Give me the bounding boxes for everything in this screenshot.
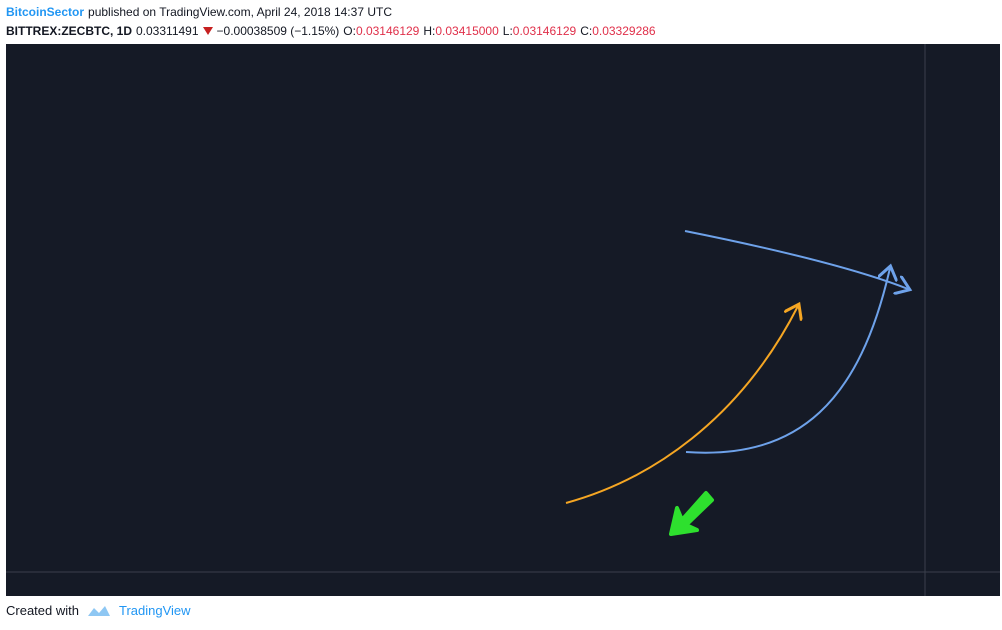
logo bbox=[87, 605, 110, 616]
c-label: C: bbox=[580, 23, 593, 38]
brand[interactable]: TradingView bbox=[118, 603, 191, 618]
publisher[interactable]: BitcoinSector bbox=[6, 4, 85, 19]
publish-row: BitcoinSector published on TradingView.c… bbox=[6, 2, 996, 21]
down-arrow bbox=[202, 26, 213, 35]
background bbox=[6, 44, 1000, 596]
blue-arrow bbox=[684, 230, 908, 289]
published: published on TradingView.com, April 24, … bbox=[88, 4, 392, 19]
chart bbox=[6, 44, 1000, 596]
price: 0.03311491 bbox=[136, 23, 199, 38]
o-label: O: bbox=[343, 23, 356, 38]
logo-shape bbox=[87, 605, 110, 616]
footer: Created with TradingView bbox=[6, 603, 191, 618]
annotations bbox=[565, 230, 908, 536]
c-value: 0.03329286 bbox=[592, 23, 656, 38]
h-label: H: bbox=[423, 23, 436, 38]
created-with: Created with bbox=[6, 603, 79, 618]
blue-arrow bbox=[685, 268, 890, 454]
green-arrow bbox=[669, 491, 714, 536]
change: −0.00038509 (−1.15%) bbox=[216, 23, 340, 38]
l-label: L: bbox=[502, 23, 513, 38]
header: BitcoinSector published on TradingView.c… bbox=[6, 2, 996, 40]
l-value: 0.03146129 bbox=[512, 23, 577, 38]
quote-row: BITTREX:ZECBTC, 1D 0.03311491 −0.0003850… bbox=[6, 21, 996, 40]
o-value: 0.03146129 bbox=[355, 23, 420, 38]
orange-arrow bbox=[565, 306, 798, 504]
h-value: 0.03415000 bbox=[435, 23, 499, 38]
symbol: BITTREX:ZECBTC, 1D bbox=[6, 23, 132, 38]
